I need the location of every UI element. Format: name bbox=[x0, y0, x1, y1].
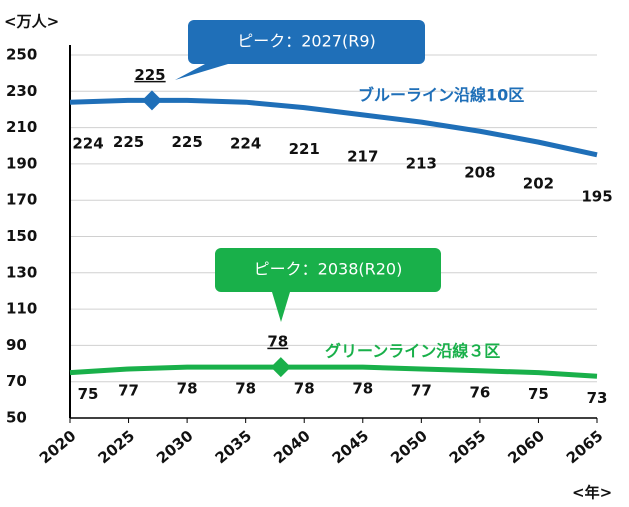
callout-pointer bbox=[175, 64, 228, 80]
series-name: グリーンライン沿線３区 bbox=[325, 342, 500, 361]
data-label: 195 bbox=[581, 187, 612, 205]
data-label: 78 bbox=[177, 380, 198, 398]
data-label: 202 bbox=[523, 175, 554, 193]
series-name: ブルーライン沿線10区 bbox=[358, 86, 524, 105]
data-label: 75 bbox=[78, 385, 99, 403]
x-tick-label: 2060 bbox=[504, 427, 548, 468]
y-unit: <万人> bbox=[4, 13, 59, 31]
data-label: 224 bbox=[72, 135, 103, 153]
x-unit: <年> bbox=[572, 484, 612, 502]
data-label: 224 bbox=[230, 135, 261, 153]
x-tick-label: 2020 bbox=[36, 427, 80, 468]
data-label: 73 bbox=[587, 389, 608, 407]
callout-box bbox=[188, 20, 425, 64]
data-label: 76 bbox=[469, 383, 490, 401]
callout-pointer bbox=[272, 292, 290, 322]
y-tick-label: 90 bbox=[6, 336, 27, 354]
data-label: 78 bbox=[352, 380, 373, 398]
data-label: 225 bbox=[113, 133, 144, 151]
y-tick-label: 130 bbox=[6, 263, 37, 281]
data-label: 75 bbox=[528, 385, 549, 403]
y-tick-label: 170 bbox=[6, 191, 37, 209]
x-tick-label: 2025 bbox=[94, 427, 138, 468]
data-label: 77 bbox=[118, 381, 139, 399]
y-tick-label: 230 bbox=[6, 82, 37, 100]
x-tick-label: 2055 bbox=[446, 427, 490, 468]
callout-text: ピーク：2027(R9) bbox=[237, 32, 376, 51]
data-label: 225 bbox=[171, 133, 202, 151]
y-tick-label: 190 bbox=[6, 154, 37, 172]
data-label: 78 bbox=[294, 380, 315, 398]
peak-marker bbox=[141, 90, 162, 111]
y-tick-label: 250 bbox=[6, 46, 37, 64]
data-label: 77 bbox=[411, 381, 432, 399]
peak-value-label: 78 bbox=[267, 333, 288, 351]
x-tick-label: 2040 bbox=[270, 427, 314, 468]
y-tick-label: 70 bbox=[6, 372, 27, 390]
data-label: 208 bbox=[464, 164, 495, 182]
x-tick-label: 2030 bbox=[153, 427, 197, 468]
x-tick-label: 2045 bbox=[329, 427, 373, 468]
y-tick-label: 210 bbox=[6, 118, 37, 136]
peak-marker bbox=[270, 357, 291, 378]
data-label: 217 bbox=[347, 147, 378, 165]
x-tick-label: 2050 bbox=[387, 427, 431, 468]
callout-text: ピーク：2038(R20) bbox=[254, 260, 403, 279]
data-label: 213 bbox=[406, 155, 437, 173]
peak-value-label: 225 bbox=[134, 66, 165, 84]
callout-box bbox=[215, 248, 441, 292]
y-tick-label: 110 bbox=[6, 300, 37, 318]
x-tick-label: 2065 bbox=[563, 427, 607, 468]
series-line bbox=[69, 364, 598, 379]
x-tick-label: 2035 bbox=[212, 427, 256, 468]
data-label: 78 bbox=[235, 380, 256, 398]
y-tick-label: 50 bbox=[6, 409, 27, 427]
data-label: 221 bbox=[289, 140, 320, 158]
y-tick-label: 150 bbox=[6, 227, 37, 245]
